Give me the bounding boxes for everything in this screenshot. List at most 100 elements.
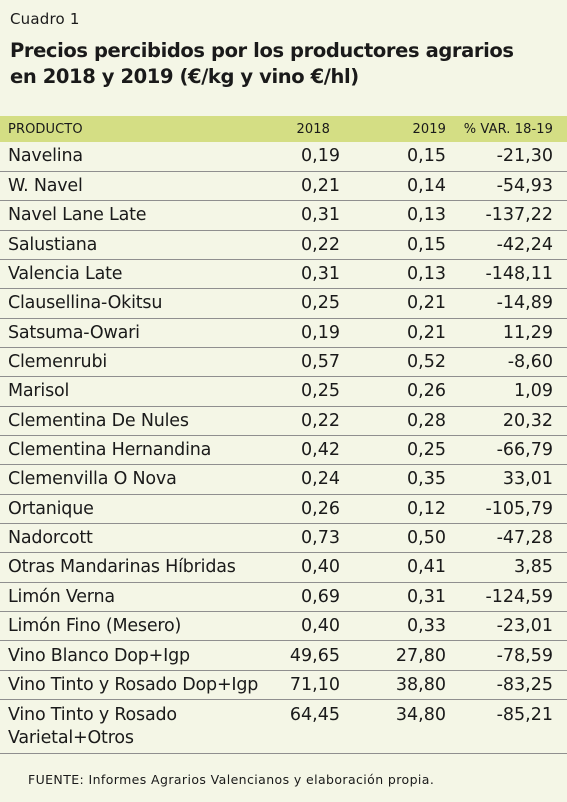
value-2018-cell: 0,25	[301, 381, 340, 402]
product-cell: Clemenvilla O Nova	[8, 469, 177, 490]
product-cell: Nadorcott	[8, 528, 93, 549]
product-cell: Clementina Hernandina	[8, 440, 212, 461]
source-note: FUENTE: Informes Agrarios Valencianos y …	[28, 772, 435, 787]
value-2018-cell: 64,45	[289, 705, 340, 726]
value-2018-cell: 0,21	[301, 176, 340, 197]
variation-cell: -42,24	[496, 234, 553, 255]
table-row: Satsuma-Owari 0,19 0,21 11,29	[0, 318, 567, 348]
value-2019-cell: 0,13	[407, 205, 446, 226]
value-2018-cell: 0,26	[301, 498, 340, 519]
table-row: Limón Fino (Mesero) 0,40 0,33 -23,01	[0, 612, 567, 641]
product-cell: Navel Lane Late	[8, 205, 147, 226]
value-2018-cell: 0,25	[301, 293, 340, 314]
table-row: Salustiana 0,22 0,15 -42,24	[0, 230, 567, 260]
value-2018-cell: 0,22	[301, 234, 340, 255]
table-row: Marisol 0,25 0,26 1,09	[0, 377, 567, 407]
table-row: Otras Mandarinas Híbridas 0,40 0,41 3,85	[0, 553, 567, 583]
table-row: Clemenvilla O Nova 0,24 0,35 33,01	[0, 465, 567, 495]
variation-cell: -21,30	[496, 146, 553, 167]
value-2018-cell: 0,31	[301, 264, 340, 285]
value-2018-cell: 0,24	[301, 469, 340, 490]
product-cell: Clementina De Nules	[8, 410, 189, 431]
value-2018-cell: 49,65	[289, 645, 340, 666]
product-cell: Clausellina-Okitsu	[8, 293, 163, 314]
value-2019-cell: 27,80	[395, 645, 446, 666]
value-2019-cell: 0,52	[407, 352, 446, 373]
variation-cell: 33,01	[502, 469, 553, 490]
variation-cell: 11,29	[502, 322, 553, 343]
product-cell: Vino Tinto y Rosado Varietal+Otros	[8, 705, 177, 749]
variation-cell: -148,11	[485, 264, 553, 285]
table-row: Vino Tinto y Rosado Varietal+Otros 64,45 3…	[0, 700, 567, 754]
table-row: Limón Verna 0,69 0,31 -124,59	[0, 582, 567, 612]
table-title: Precios percibidos por los productores a…	[10, 39, 514, 88]
value-2018-cell: 0,57	[301, 352, 340, 373]
variation-cell: -8,60	[507, 352, 553, 373]
value-2019-cell: 0,15	[407, 146, 446, 167]
value-2019-cell: 0,15	[407, 234, 446, 255]
value-2019-cell: 0,14	[407, 176, 446, 197]
table-row: Ortanique 0,26 0,12 -105,79	[0, 494, 567, 524]
variation-cell: 20,32	[502, 410, 553, 431]
table-row: Nadorcott 0,73 0,50 -47,28	[0, 523, 567, 553]
value-2018-cell: 71,10	[289, 674, 340, 695]
variation-cell: -78,59	[496, 645, 553, 666]
product-cell: Satsuma-Owari	[8, 322, 140, 343]
variation-cell: -66,79	[496, 440, 553, 461]
value-2019-cell: 0,31	[407, 586, 446, 607]
value-2018-cell: 0,40	[301, 557, 340, 578]
table-header-row: PRODUCTO 2018 2019 % VAR. 18-19	[0, 116, 567, 142]
variation-cell: -137,22	[485, 205, 553, 226]
table-row: W. Navel 0,21 0,14 -54,93	[0, 171, 567, 201]
variation-cell: 3,85	[514, 557, 553, 578]
table-row: Vino Blanco Dop+Igp 49,65 27,80 -78,59	[0, 641, 567, 671]
table-row: Clemenrubi 0,57 0,52 -8,60	[0, 347, 567, 377]
value-2019-cell: 0,12	[407, 498, 446, 519]
product-cell: Vino Tinto y Rosado Dop+Igp	[8, 674, 259, 695]
table-row: Navel Lane Late 0,31 0,13 -137,22	[0, 201, 567, 231]
value-2019-cell: 0,35	[407, 469, 446, 490]
variation-cell: -14,89	[496, 293, 553, 314]
product-cell: Limón Fino (Mesero)	[8, 616, 182, 637]
product-cell: Marisol	[8, 381, 70, 402]
variation-cell: -85,21	[496, 705, 553, 726]
product-cell: Vino Blanco Dop+Igp	[8, 645, 190, 666]
value-2018-cell: 0,69	[301, 586, 340, 607]
value-2019-cell: 0,26	[407, 381, 446, 402]
variation-cell: -47,28	[496, 528, 553, 549]
value-2018-cell: 0,19	[301, 146, 340, 167]
value-2019-cell: 0,21	[407, 293, 446, 314]
table-row: Navelina 0,19 0,15 -21,30	[0, 142, 567, 172]
table-caption: Cuadro 1	[10, 10, 80, 28]
table-row: Vino Tinto y Rosado Dop+Igp 71,10 38,80 -83…	[0, 670, 567, 700]
value-2019-cell: 0,33	[407, 616, 446, 637]
product-cell: Otras Mandarinas Híbridas	[8, 557, 236, 578]
variation-cell: 1,09	[514, 381, 553, 402]
value-2019-cell: 0,41	[407, 557, 446, 578]
value-2019-cell: 0,25	[407, 440, 446, 461]
variation-cell: -105,79	[485, 498, 553, 519]
value-2018-cell: 0,73	[301, 528, 340, 549]
variation-cell: -124,59	[485, 586, 553, 607]
product-cell: Valencia Late	[8, 264, 123, 285]
value-2018-cell: 0,31	[301, 205, 340, 226]
header-product: PRODUCTO	[8, 121, 83, 137]
variation-cell: -23,01	[496, 616, 553, 637]
product-cell: Navelina	[8, 146, 83, 167]
header-2019: 2019	[412, 121, 446, 137]
variation-cell: -54,93	[496, 176, 553, 197]
value-2018-cell: 0,19	[301, 322, 340, 343]
value-2019-cell: 0,50	[407, 528, 446, 549]
table-row: Clausellina-Okitsu 0,25 0,21 -14,89	[0, 289, 567, 319]
value-2019-cell: 0,21	[407, 322, 446, 343]
header-2018: 2018	[296, 121, 330, 137]
product-cell: Clemenrubi	[8, 352, 108, 373]
header-variation: % VAR. 18-19	[463, 121, 553, 137]
value-2019-cell: 38,80	[395, 674, 446, 695]
product-cell: Salustiana	[8, 234, 98, 255]
value-2019-cell: 34,80	[395, 705, 446, 726]
value-2019-cell: 0,13	[407, 264, 446, 285]
table-row: Clementina Hernandina 0,42 0,25 -66,79	[0, 435, 567, 465]
product-cell: Limón Verna	[8, 586, 115, 607]
value-2019-cell: 0,28	[407, 410, 446, 431]
